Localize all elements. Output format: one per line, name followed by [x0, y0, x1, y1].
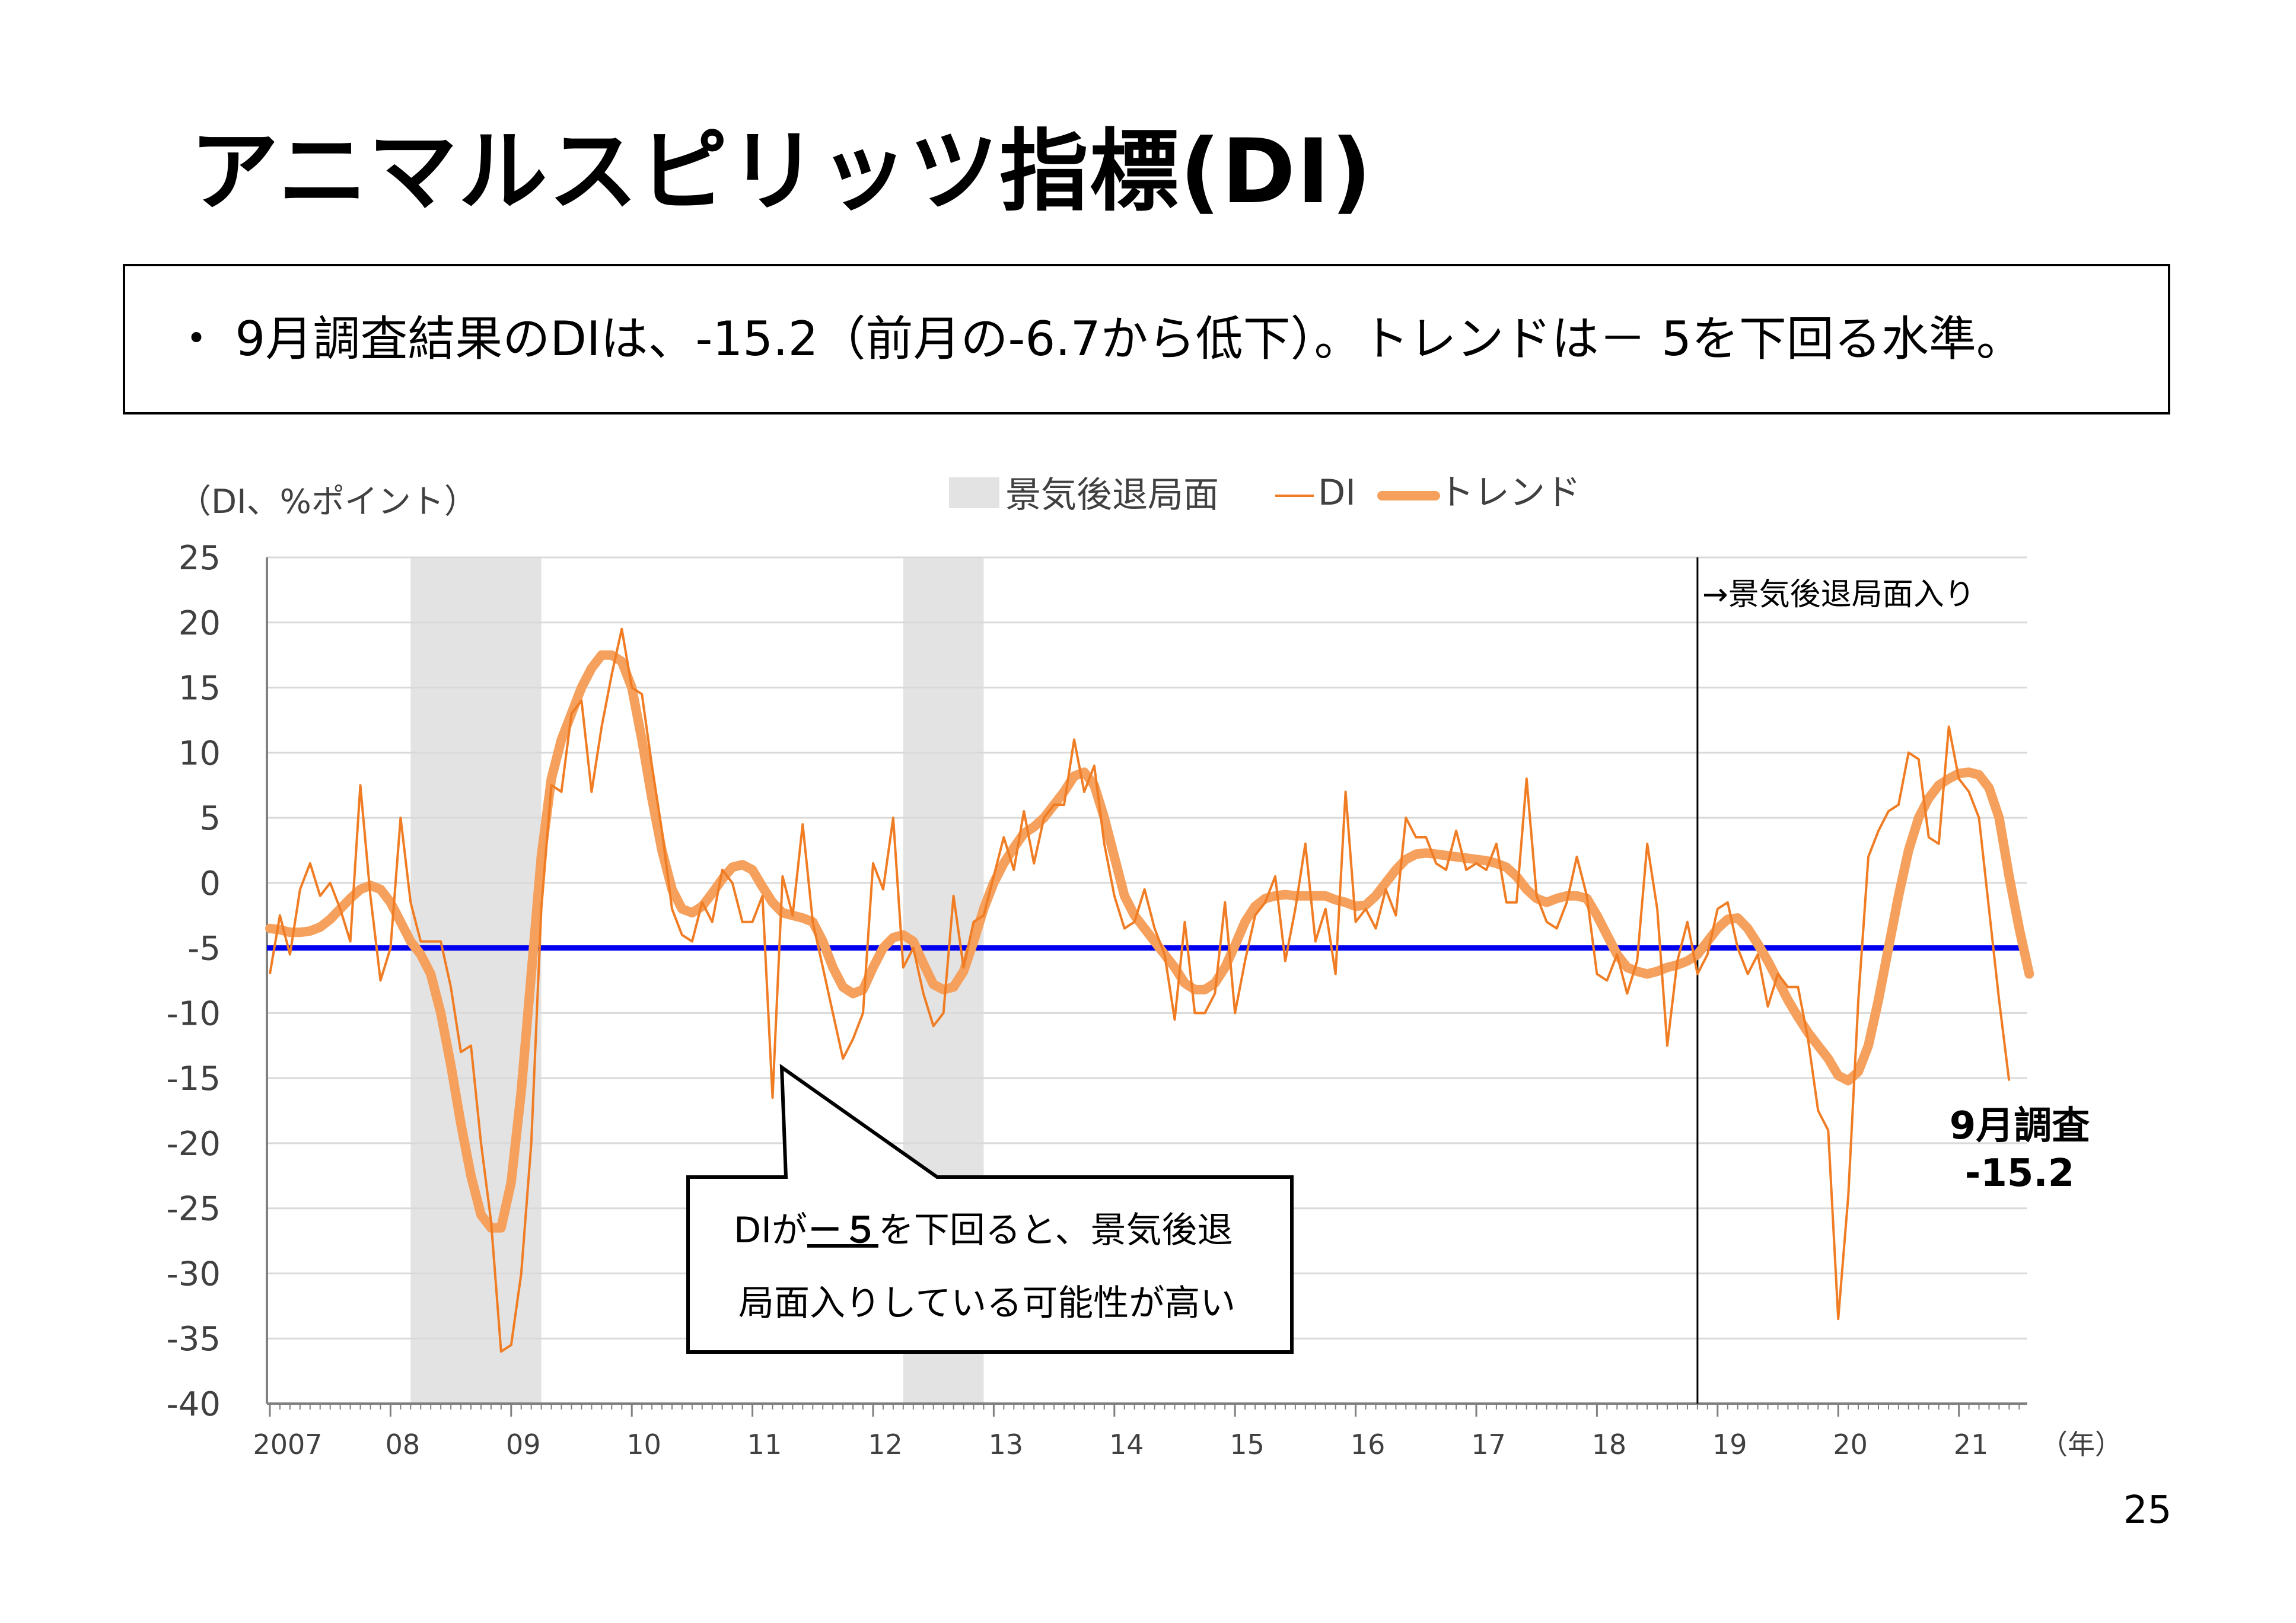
di-line	[269, 627, 2011, 1353]
page-title: アニマルスピリッツ指標(DI)	[190, 120, 1373, 224]
callout-line1-post: を下回ると、景気後退	[878, 1210, 1233, 1251]
series-lines	[265, 627, 2034, 1353]
y-tick-label: 25	[179, 539, 221, 578]
x-tick-label: 14	[1109, 1429, 1144, 1461]
y-tick-label: -30	[167, 1255, 221, 1293]
callout: DIが－５を下回ると、景気後退 局面入りしている可能性が高い	[686, 1064, 1294, 1354]
y-tick-label: -35	[167, 1320, 221, 1359]
callout-line1: DIが－５を下回ると、景気後退	[734, 1210, 1233, 1251]
y-axis-label: （DI、%ポイント）	[178, 483, 477, 521]
y-tick-label: -20	[167, 1125, 221, 1163]
summary-box: ・ 9月調査結果のDIは、-15.2（前月の-6.7から低下）。トレンドは－ 5…	[123, 264, 2170, 414]
x-tick-label: 2007	[253, 1429, 322, 1461]
y-tick-label: -40	[167, 1385, 221, 1424]
y-tick-label: 0	[199, 865, 221, 903]
legend-di-label: DI	[1318, 472, 1356, 514]
x-tick-label: 08	[386, 1429, 421, 1461]
page-number: 25	[2123, 1488, 2172, 1532]
vline-label: →景気後退局面入り	[1702, 577, 1975, 613]
trend-line	[265, 650, 2034, 1233]
x-tick-label: 18	[1592, 1429, 1627, 1461]
y-tick-label: 15	[179, 669, 221, 708]
x-tick-label: 15	[1230, 1429, 1265, 1461]
axes	[266, 557, 2027, 1417]
x-tick-labels: 2007 08 09 10 11 12 13 14 15 16 17 18 19 20 21	[253, 1429, 1988, 1461]
summary-text: ・ 9月調査結果のDIは、-15.2（前月の-6.7から低下）。トレンドは－ 5…	[173, 311, 2024, 366]
x-axis-label: （年）	[2040, 1429, 2122, 1461]
callout-line2: 局面入りしている可能性が高い	[738, 1283, 1235, 1324]
y-tick-label: -15	[167, 1060, 221, 1098]
x-tick-label: 16	[1351, 1429, 1386, 1461]
legend: 景気後退局面 DI トレンド	[949, 472, 1581, 516]
final-label-line2: -15.2	[1965, 1152, 2074, 1195]
callout-line1-pre: DIが	[734, 1210, 807, 1251]
callout-shape	[686, 1064, 1294, 1354]
y-tick-label: -10	[167, 994, 221, 1033]
x-tick-label: 09	[506, 1429, 541, 1461]
y-tick-label: -5	[187, 930, 221, 968]
x-tick-label: 20	[1833, 1429, 1868, 1461]
legend-recession-swatch	[949, 477, 999, 508]
x-tick-label: 13	[989, 1429, 1024, 1461]
x-tick-label: 17	[1471, 1429, 1506, 1461]
callout-line1-emph: －５	[807, 1210, 878, 1251]
y-tick-labels: 25 20 15 10 5 0 -5 -10 -15 -20 -25 -30 -35 -40	[167, 539, 221, 1424]
y-tick-label: 5	[199, 799, 221, 838]
y-tick-label: 20	[179, 604, 221, 643]
legend-recession-label: 景気後退局面	[1005, 474, 1219, 516]
y-tick-label: 10	[179, 734, 221, 773]
y-tick-label: -25	[167, 1190, 221, 1229]
x-tick-label: 19	[1712, 1429, 1747, 1461]
x-tick-label: 12	[868, 1429, 903, 1461]
final-label-line1: 9月調査	[1950, 1104, 2090, 1148]
x-tick-label: 10	[626, 1429, 661, 1461]
x-tick-label: 21	[1954, 1429, 1989, 1461]
x-tick-label: 11	[747, 1429, 782, 1461]
legend-trend-label: トレンド	[1438, 472, 1581, 514]
